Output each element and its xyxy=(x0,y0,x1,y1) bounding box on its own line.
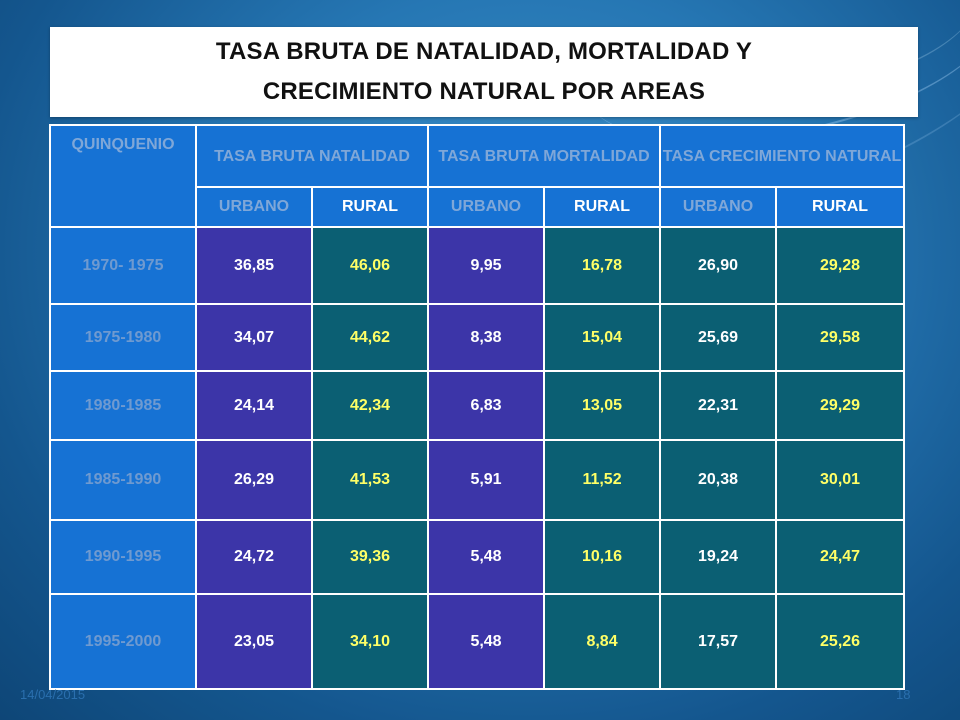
rates-table: QUINQUENIO TASA BRUTA NATALIDAD TASA BRU… xyxy=(49,124,906,690)
mortalidad-rural-cell: 11,52 xyxy=(543,439,662,521)
mortalidad-rural-cell: 16,78 xyxy=(543,226,662,305)
mortalidad-urbano-cell: 6,83 xyxy=(427,370,546,441)
slide-title-line-2: CRECIMIENTO NATURAL POR AREAS xyxy=(262,78,706,105)
header-quinquenio: QUINQUENIO xyxy=(49,124,197,228)
mortalidad-urbano-cell: 5,91 xyxy=(427,439,546,521)
period-cell: 1995-2000 xyxy=(49,593,197,690)
slide-title-box: TASA BRUTA DE NATALIDAD, MORTALIDAD Y CR… xyxy=(50,27,918,117)
subheader-rural: RURAL xyxy=(310,186,430,228)
crecimiento-rural-cell: 25,26 xyxy=(775,593,906,690)
period-cell: 1980-1985 xyxy=(49,370,197,441)
header-natalidad: TASA BRUTA NATALIDAD xyxy=(194,124,430,188)
crecimiento-urbano-cell: 25,69 xyxy=(659,303,778,372)
natalidad-rural-cell: 39,36 xyxy=(310,519,430,595)
subheader-rural: RURAL xyxy=(543,186,662,228)
table-row: 1995-2000 23,05 34,10 5,48 8,84 17,57 25… xyxy=(49,593,906,690)
crecimiento-urbano-cell: 26,90 xyxy=(659,226,778,305)
slide-date: 14/04/2015 xyxy=(20,687,86,702)
mortalidad-urbano-cell: 5,48 xyxy=(427,593,546,690)
table-row: 1990-1995 24,72 39,36 5,48 10,16 19,24 2… xyxy=(49,519,906,595)
header-mortalidad: TASA BRUTA MORTALIDAD xyxy=(427,124,662,188)
mortalidad-rural-cell: 8,84 xyxy=(543,593,662,690)
crecimiento-urbano-cell: 20,38 xyxy=(659,439,778,521)
natalidad-urbano-cell: 26,29 xyxy=(195,439,313,521)
natalidad-rural-cell: 44,62 xyxy=(310,303,430,372)
table-row: 1975-1980 34,07 44,62 8,38 15,04 25,69 2… xyxy=(49,303,906,372)
mortalidad-urbano-cell: 5,48 xyxy=(427,519,546,595)
natalidad-urbano-cell: 36,85 xyxy=(195,226,313,305)
natalidad-rural-cell: 34,10 xyxy=(310,593,430,690)
mortalidad-rural-cell: 15,04 xyxy=(543,303,662,372)
period-cell: 1975-1980 xyxy=(49,303,197,372)
subheader-urbano: URBANO xyxy=(427,186,546,228)
mortalidad-rural-cell: 13,05 xyxy=(543,370,662,441)
natalidad-urbano-cell: 24,72 xyxy=(195,519,313,595)
header-crecimiento: TASA CRECIMIENTO NATURAL xyxy=(659,124,906,188)
crecimiento-rural-cell: 30,01 xyxy=(775,439,906,521)
mortalidad-urbano-cell: 8,38 xyxy=(427,303,546,372)
crecimiento-rural-cell: 24,47 xyxy=(775,519,906,595)
mortalidad-urbano-cell: 9,95 xyxy=(427,226,546,305)
natalidad-rural-cell: 46,06 xyxy=(310,226,430,305)
subheader-urbano: URBANO xyxy=(659,186,778,228)
header-row: QUINQUENIO TASA BRUTA NATALIDAD TASA BRU… xyxy=(49,124,906,228)
natalidad-rural-cell: 41,53 xyxy=(310,439,430,521)
period-cell: 1985-1990 xyxy=(49,439,197,521)
natalidad-urbano-cell: 24,14 xyxy=(195,370,313,441)
subheader-row: URBANO RURAL URBANO RURAL URBANO RURAL xyxy=(50,186,906,228)
mortalidad-rural-cell: 10,16 xyxy=(543,519,662,595)
natalidad-urbano-cell: 23,05 xyxy=(195,593,313,690)
crecimiento-rural-cell: 29,58 xyxy=(775,303,906,372)
slide-number: 18 xyxy=(896,687,911,702)
subheader-urbano: URBANO xyxy=(195,186,313,228)
natalidad-rural-cell: 42,34 xyxy=(310,370,430,441)
table-row: 1970- 1975 36,85 46,06 9,95 16,78 26,90 … xyxy=(49,226,906,305)
slide-title-line-1: TASA BRUTA DE NATALIDAD, MORTALIDAD Y xyxy=(215,38,753,65)
subheader-rural: RURAL xyxy=(775,186,906,228)
crecimiento-urbano-cell: 17,57 xyxy=(659,593,778,690)
crecimiento-rural-cell: 29,29 xyxy=(775,370,906,441)
natalidad-urbano-cell: 34,07 xyxy=(195,303,313,372)
table-row: 1985-1990 26,29 41,53 5,91 11,52 20,38 3… xyxy=(49,439,906,521)
period-cell: 1990-1995 xyxy=(49,519,197,595)
table-row: 1980-1985 24,14 42,34 6,83 13,05 22,31 2… xyxy=(49,370,906,441)
crecimiento-urbano-cell: 22,31 xyxy=(659,370,778,441)
crecimiento-rural-cell: 29,28 xyxy=(775,226,906,305)
crecimiento-urbano-cell: 19,24 xyxy=(659,519,778,595)
period-cell: 1970- 1975 xyxy=(49,226,197,305)
